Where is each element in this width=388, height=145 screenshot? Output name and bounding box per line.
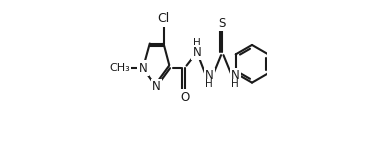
Text: O: O xyxy=(180,91,189,104)
Text: N: N xyxy=(205,69,214,82)
Text: H: H xyxy=(193,39,201,48)
Text: N: N xyxy=(192,46,201,59)
Text: N: N xyxy=(231,69,240,82)
Text: H: H xyxy=(232,79,239,89)
Text: N: N xyxy=(152,80,161,94)
Text: S: S xyxy=(218,17,226,30)
Text: CH₃: CH₃ xyxy=(109,63,130,73)
Text: H: H xyxy=(205,79,213,89)
Text: N: N xyxy=(139,62,147,75)
Text: Cl: Cl xyxy=(158,12,170,25)
